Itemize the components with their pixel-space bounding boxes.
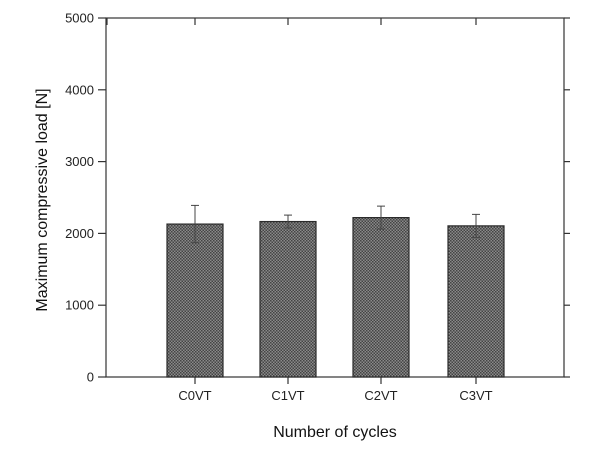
y-tick-label: 2000	[65, 226, 94, 241]
y-axis-title: Maximum compressive load [N]	[34, 88, 51, 311]
x-axis: C0VT C1VT C2VT C3VT	[106, 18, 493, 403]
bars	[166, 217, 505, 378]
plot-frame	[105, 17, 565, 378]
y-axis: 0 1000 2000 3000 4000 5000	[65, 11, 570, 385]
bar-c1vt	[259, 220, 317, 378]
y-tick-label: 0	[87, 370, 94, 385]
y-tick-label: 3000	[65, 154, 94, 169]
x-tick-label: C1VT	[271, 388, 304, 403]
x-tick-label: C2VT	[364, 388, 397, 403]
error-bars	[191, 204, 480, 244]
bar-c2vt	[352, 217, 410, 378]
y-tick-label: 4000	[65, 82, 94, 97]
bar-c3vt	[447, 225, 505, 378]
x-tick-label: C0VT	[178, 388, 211, 403]
y-tick-label: 5000	[65, 11, 94, 26]
x-axis-title: Number of cycles	[273, 424, 397, 441]
bar-c0vt	[166, 223, 224, 378]
y-tick-label: 1000	[65, 298, 94, 313]
x-tick-label: C3VT	[459, 388, 492, 403]
